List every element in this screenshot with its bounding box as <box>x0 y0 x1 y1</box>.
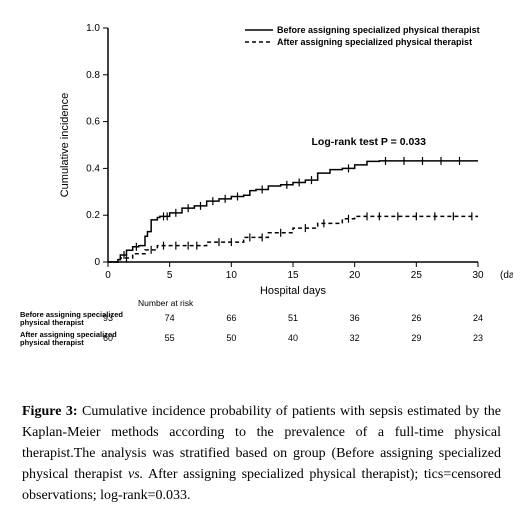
svg-text:40: 40 <box>288 333 298 343</box>
figure-caption: Figure 3: Cumulative incidence probabili… <box>10 401 513 506</box>
svg-text:Cumulative incidence: Cumulative incidence <box>59 93 71 198</box>
svg-text:74: 74 <box>165 313 175 323</box>
svg-text:29: 29 <box>411 333 421 343</box>
svg-text:26: 26 <box>411 313 421 323</box>
svg-text:32: 32 <box>350 333 360 343</box>
svg-text:1.0: 1.0 <box>86 23 100 34</box>
svg-text:Before assigning specialized p: Before assigning specialized physical th… <box>277 25 480 35</box>
km-chart: 0 0.2 0.4 0.6 0.8 1.0 Cumulative incidence 0 5 10… <box>10 10 513 393</box>
caption-vs: vs. <box>128 467 143 482</box>
svg-text:10: 10 <box>226 270 238 281</box>
svg-text:physical therapist: physical therapist <box>20 318 84 327</box>
svg-text:(day): (day) <box>500 270 513 281</box>
svg-text:30: 30 <box>472 270 484 281</box>
svg-text:20: 20 <box>349 270 361 281</box>
svg-text:51: 51 <box>288 313 298 323</box>
svg-text:Number at risk: Number at risk <box>138 298 194 308</box>
svg-text:0.4: 0.4 <box>86 163 100 174</box>
svg-text:15: 15 <box>287 270 299 281</box>
svg-text:25: 25 <box>411 270 423 281</box>
svg-text:50: 50 <box>226 333 236 343</box>
svg-text:Log-rank test P = 0.033: Log-rank test P = 0.033 <box>312 136 427 148</box>
svg-text:5: 5 <box>167 270 173 281</box>
caption-fig-label: Figure 3: <box>22 404 78 419</box>
svg-text:After assigning specialized ph: After assigning specialized physical the… <box>277 37 472 47</box>
figure-container: 0 0.2 0.4 0.6 0.8 1.0 Cumulative incidence 0 5 10… <box>10 10 513 506</box>
svg-text:Hospital days: Hospital days <box>260 285 327 297</box>
svg-text:0.6: 0.6 <box>86 117 100 128</box>
svg-text:93: 93 <box>103 313 113 323</box>
svg-text:0: 0 <box>94 257 100 268</box>
svg-text:36: 36 <box>350 313 360 323</box>
svg-text:55: 55 <box>165 333 175 343</box>
svg-text:0.2: 0.2 <box>86 210 100 221</box>
svg-text:24: 24 <box>473 313 483 323</box>
svg-text:0: 0 <box>105 270 111 281</box>
svg-text:physical therapist: physical therapist <box>20 338 84 347</box>
svg-text:66: 66 <box>226 313 236 323</box>
svg-text:23: 23 <box>473 333 483 343</box>
svg-text:60: 60 <box>103 333 113 343</box>
svg-text:0.8: 0.8 <box>86 70 100 81</box>
